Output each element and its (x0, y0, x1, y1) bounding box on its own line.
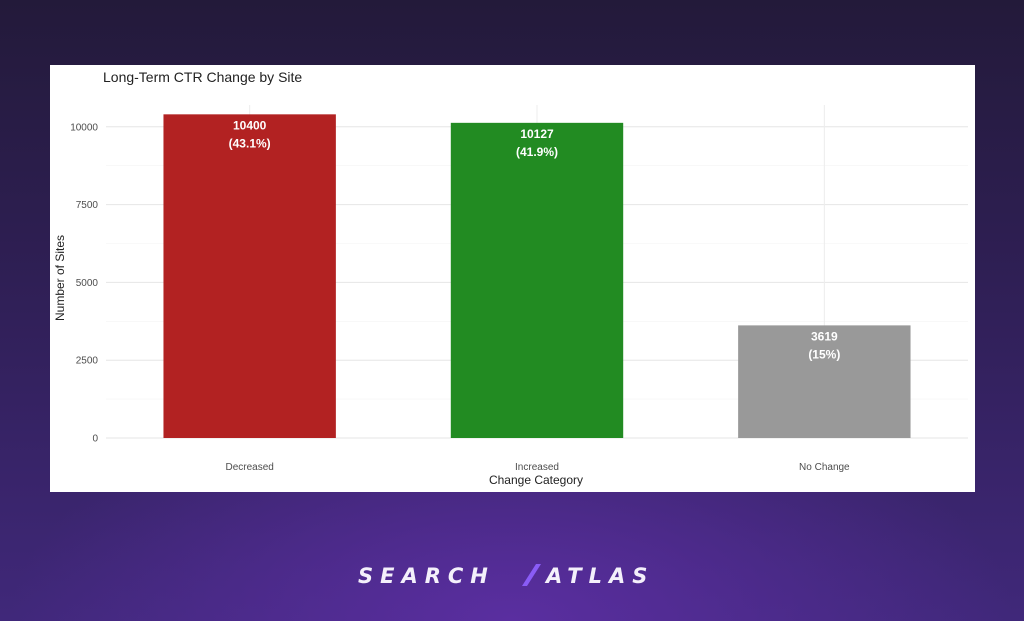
y-axis-title: Number of Sites (53, 235, 67, 321)
x-axis-title: Change Category (489, 473, 583, 487)
y-tick-label: 0 (92, 434, 98, 445)
bar-percent-label: (43.1%) (229, 136, 271, 150)
y-tick-label: 2500 (76, 356, 99, 367)
bar-percent-label: (41.9%) (516, 145, 558, 159)
bar-no-change (738, 325, 911, 438)
bar-count-label: 10400 (233, 118, 267, 132)
bar-chart: Long-Term CTR Change by Site 0 2500 5000 75… (53, 69, 968, 487)
x-tick-label: Increased (515, 462, 559, 473)
y-tick-label: 7500 (76, 200, 99, 211)
bar-count-label: 3619 (811, 329, 838, 343)
x-tick-label: No Change (799, 462, 850, 473)
bar-decreased (163, 114, 336, 438)
chart-card: Long-Term CTR Change by Site 0 2500 5000 75… (50, 65, 975, 492)
search-atlas-logo: SEARCH ATLAS (0, 558, 1024, 594)
bar-increased (450, 122, 624, 438)
brand-right-text: ATLAS (544, 564, 654, 588)
bar-count-label: 10127 (520, 127, 554, 141)
x-tick-label: Decreased (225, 462, 273, 473)
chart-title: Long-Term CTR Change by Site (103, 69, 302, 85)
bar-percent-label: (15%) (808, 347, 840, 361)
brand-slash-icon (522, 564, 541, 586)
y-tick-label: 10000 (70, 122, 98, 133)
y-tick-label: 5000 (76, 278, 99, 289)
brand-left-text: SEARCH (358, 564, 495, 588)
